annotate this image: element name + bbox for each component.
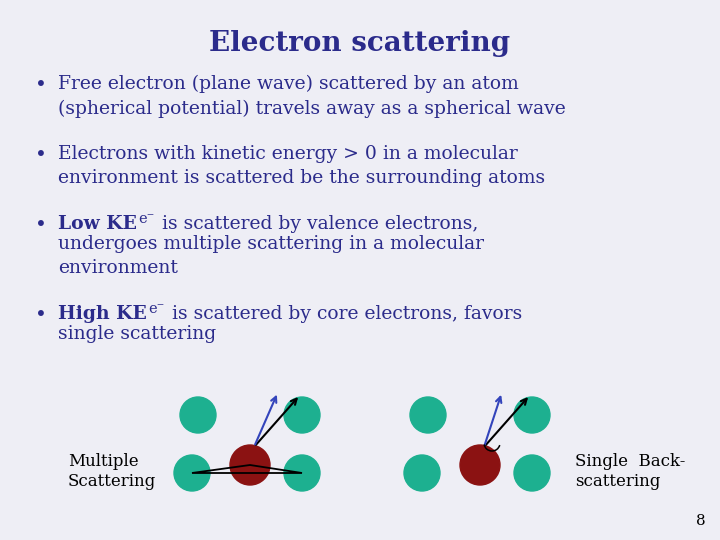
Circle shape bbox=[174, 455, 210, 491]
Text: is scattered by valence electrons,: is scattered by valence electrons, bbox=[156, 215, 479, 233]
Text: Single  Back-
scattering: Single Back- scattering bbox=[575, 453, 685, 490]
Circle shape bbox=[284, 397, 320, 433]
Text: •: • bbox=[35, 306, 47, 325]
Circle shape bbox=[284, 455, 320, 491]
Circle shape bbox=[514, 397, 550, 433]
Text: Low KE: Low KE bbox=[58, 215, 137, 233]
Text: undergoes multiple scattering in a molecular
environment: undergoes multiple scattering in a molec… bbox=[58, 234, 484, 277]
Circle shape bbox=[230, 445, 270, 485]
Text: •: • bbox=[35, 76, 47, 95]
Text: e⁻: e⁻ bbox=[138, 212, 154, 226]
Text: High KE: High KE bbox=[58, 305, 147, 323]
Text: is scattered by core electrons, favors: is scattered by core electrons, favors bbox=[166, 305, 523, 323]
Text: Electrons with kinetic energy > 0 in a molecular
environment is scattered be the: Electrons with kinetic energy > 0 in a m… bbox=[58, 145, 545, 187]
Circle shape bbox=[180, 397, 216, 433]
Circle shape bbox=[404, 455, 440, 491]
Circle shape bbox=[514, 455, 550, 491]
Circle shape bbox=[410, 397, 446, 433]
Text: 8: 8 bbox=[696, 514, 706, 528]
Text: Free electron (plane wave) scattered by an atom
(spherical potential) travels aw: Free electron (plane wave) scattered by … bbox=[58, 75, 566, 118]
Text: •: • bbox=[35, 216, 47, 235]
Text: single scattering: single scattering bbox=[58, 325, 216, 342]
Text: e⁻: e⁻ bbox=[148, 302, 164, 316]
Text: Multiple
Scattering: Multiple Scattering bbox=[68, 453, 156, 490]
Text: Electron scattering: Electron scattering bbox=[210, 30, 510, 57]
Circle shape bbox=[460, 445, 500, 485]
Text: •: • bbox=[35, 146, 47, 165]
